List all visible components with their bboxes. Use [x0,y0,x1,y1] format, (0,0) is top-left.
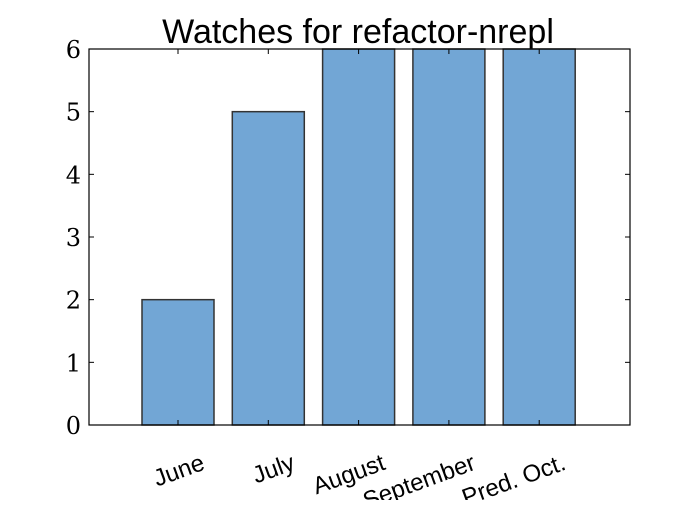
y-tick-label: 6 [66,36,81,64]
bar-september [412,48,486,426]
bar-august [321,48,396,426]
x-tick-label: July [249,449,298,489]
bars-group [141,48,576,426]
y-tick-label: 3 [66,224,81,252]
y-tick-label: 0 [66,412,81,440]
y-tick-label: 1 [66,349,81,377]
bar-june [141,298,215,426]
x-tick-label: June [150,449,208,492]
plot-frame [88,48,631,426]
y-tick-label: 5 [66,99,81,127]
bar-pred-oct [502,48,576,426]
bar-july [231,110,306,426]
y-tick-label: 4 [66,161,81,189]
chart-title: Watches for refactor-nrepl [162,13,554,51]
y-tick-label: 2 [66,287,81,315]
y-axis-tick-labels: 0 1 2 3 4 5 6 [66,36,81,440]
